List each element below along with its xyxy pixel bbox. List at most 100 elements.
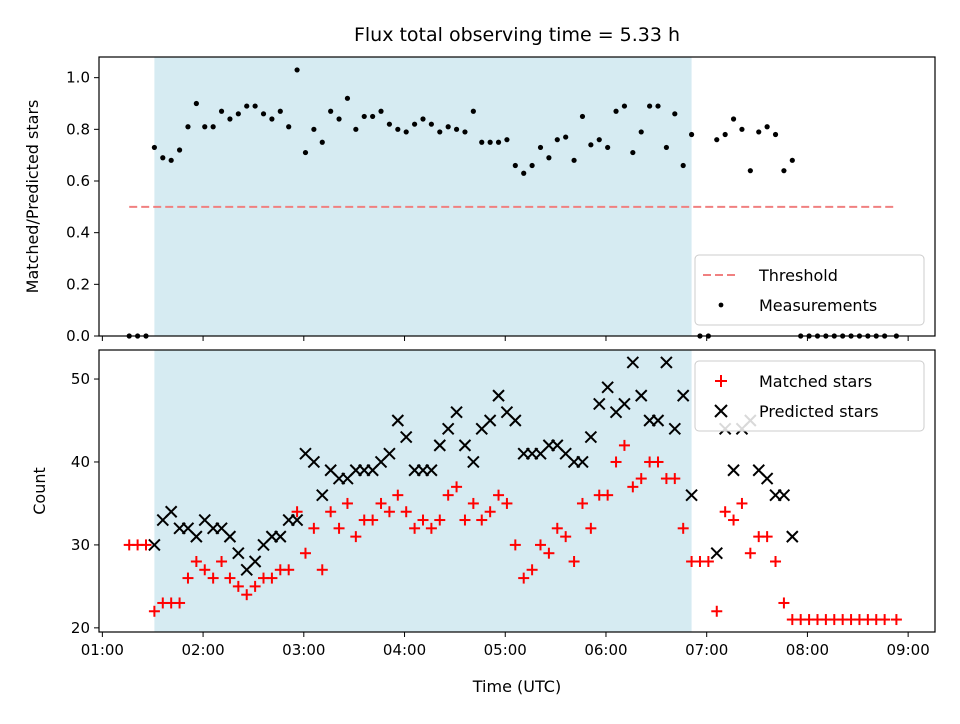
data-point — [140, 539, 152, 551]
ratio-panel: 0.0 0.2 0.4 0.6 0.8 1.0 Matched/Predicted star… — [23, 56, 936, 345]
data-point — [375, 497, 387, 509]
data-point — [722, 131, 728, 138]
x-tick-label: 02:00 — [181, 641, 224, 659]
data-point — [487, 139, 493, 145]
data-point — [425, 522, 437, 534]
data-point — [605, 144, 611, 151]
data-point — [890, 614, 902, 626]
y-tick-label: 30 — [71, 536, 90, 554]
data-point — [537, 144, 544, 151]
data-point — [512, 162, 518, 169]
x-tick-label: 01:00 — [81, 641, 124, 659]
data-point — [676, 389, 690, 402]
data-point — [442, 489, 454, 501]
data-point — [227, 116, 233, 122]
x-tick-label: 08:00 — [786, 641, 829, 659]
data-point — [445, 124, 451, 130]
data-point — [353, 126, 359, 132]
data-point — [618, 439, 630, 451]
data-point — [778, 597, 790, 609]
data-point — [680, 162, 686, 169]
y-tick-label: 20 — [71, 619, 90, 637]
data-point — [400, 506, 412, 518]
legend: Threshold Measurements — [694, 254, 925, 326]
data-point — [568, 556, 580, 567]
data-point — [727, 464, 740, 477]
data-point — [411, 121, 418, 127]
data-point — [244, 103, 250, 109]
data-point — [626, 356, 640, 369]
data-point — [441, 422, 455, 436]
data-point — [526, 564, 538, 576]
data-point — [593, 397, 606, 411]
data-point — [579, 113, 586, 120]
data-point — [563, 134, 569, 140]
data-point — [361, 113, 367, 120]
data-point — [302, 149, 309, 156]
data-point — [635, 473, 647, 485]
plot-frame — [98, 349, 936, 633]
data-point — [610, 456, 622, 468]
data-point — [241, 589, 253, 601]
data-point — [509, 539, 521, 551]
x-axis-label: Time (UTC) — [472, 677, 561, 696]
data-point — [333, 522, 345, 534]
data-point — [467, 455, 480, 469]
data-point — [308, 522, 320, 534]
data-point — [224, 572, 236, 584]
legend-label: Measurements — [759, 296, 877, 315]
data-point — [252, 103, 258, 109]
y-tick-label: 0.8 — [66, 120, 90, 138]
data-point — [190, 530, 203, 543]
data-point — [218, 108, 225, 114]
y-tick-label: 40 — [71, 453, 90, 471]
data-point — [291, 506, 303, 518]
data-point — [554, 137, 560, 143]
legend: Matched stars Predicted stars — [694, 360, 925, 432]
observing-window-span — [154, 350, 692, 632]
y-tick-label: 0.0 — [66, 327, 90, 345]
data-point — [403, 129, 409, 135]
data-point — [383, 447, 396, 460]
data-point — [392, 489, 404, 501]
data-point — [789, 157, 795, 163]
x-tick-label: 07:00 — [685, 641, 728, 659]
data-point — [710, 546, 723, 560]
y-tick-label: 0.4 — [66, 224, 90, 242]
data-point — [223, 530, 237, 543]
data-point — [879, 614, 891, 626]
data-point — [618, 397, 631, 411]
data-point — [458, 439, 472, 452]
data-point — [677, 522, 689, 534]
data-point — [518, 572, 530, 584]
data-point — [596, 137, 602, 143]
data-point — [479, 139, 485, 145]
data-point — [702, 556, 714, 567]
data-point — [560, 531, 572, 543]
data-point — [190, 556, 202, 567]
data-point — [504, 137, 510, 143]
data-point — [476, 514, 488, 526]
data-point — [202, 124, 208, 130]
data-point — [663, 144, 670, 151]
data-point — [495, 139, 502, 145]
y-axis-label: Matched/Predicted stars — [23, 100, 42, 294]
x-tick-label: 04:00 — [383, 641, 426, 659]
data-point — [391, 414, 405, 427]
legend-label: Threshold — [758, 266, 838, 285]
data-point — [182, 572, 194, 584]
data-point — [286, 124, 292, 130]
data-point — [492, 389, 505, 402]
data-point — [772, 131, 779, 138]
data-point — [760, 472, 774, 485]
data-point — [672, 111, 678, 117]
data-point — [367, 514, 379, 526]
series-matched-stars — [123, 439, 902, 626]
data-point — [576, 455, 589, 469]
data-point — [744, 547, 756, 559]
data-point — [459, 514, 471, 526]
data-point — [453, 126, 460, 132]
plot-frame — [98, 56, 936, 337]
data-point — [655, 103, 661, 109]
data-point — [627, 481, 639, 493]
